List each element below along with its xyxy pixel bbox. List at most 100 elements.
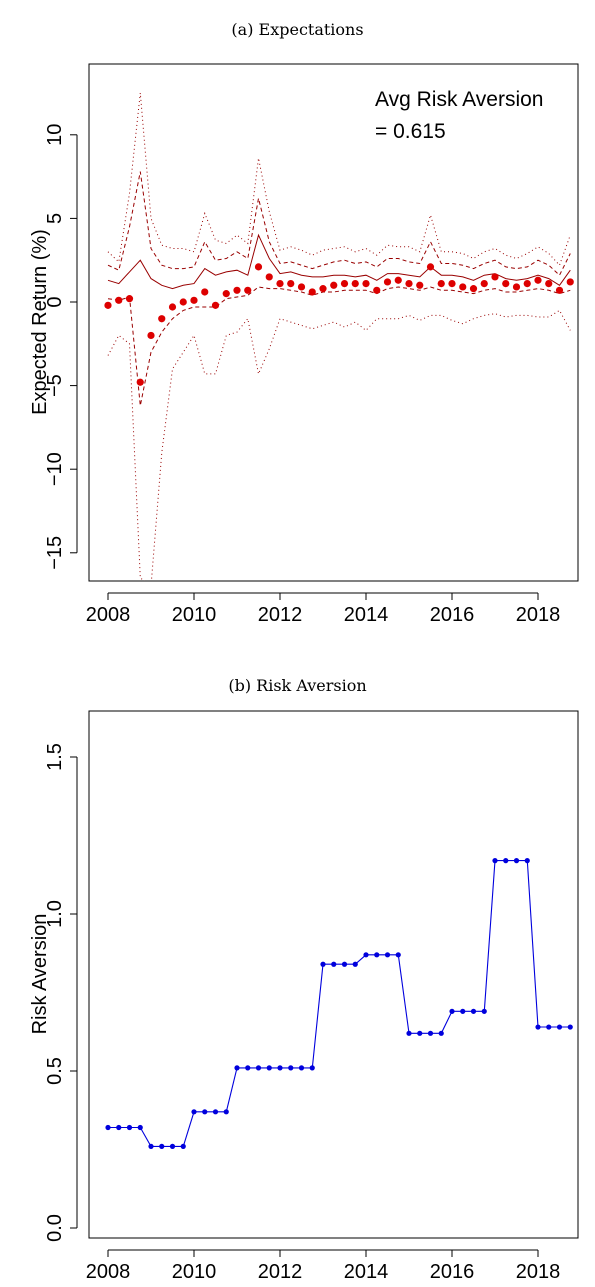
data-point: [460, 1008, 466, 1014]
data-point: [470, 1008, 477, 1014]
y-tick-label: 0.5: [44, 1057, 66, 1085]
data-point: [351, 280, 359, 288]
data-point: [308, 288, 316, 296]
x-tick-label: 2010: [172, 604, 217, 626]
plot-frame: [88, 63, 579, 582]
y-tick-label: −5: [44, 374, 66, 397]
risk-aversion-line: [108, 860, 571, 1147]
data-point: [383, 278, 392, 286]
data-point: [136, 378, 144, 386]
data-point: [147, 331, 155, 340]
data-point: [137, 1124, 143, 1131]
data-point: [126, 1124, 133, 1131]
data-point: [234, 1065, 240, 1071]
data-point: [417, 1030, 423, 1036]
data-point: [546, 1024, 552, 1030]
data-point: [169, 1143, 176, 1149]
data-point: [523, 280, 531, 288]
x-tick-label: 2012: [258, 1261, 303, 1283]
data-point: [115, 296, 123, 304]
data-point: [406, 1030, 412, 1036]
data-point: [265, 273, 273, 281]
data-point: [298, 1065, 305, 1071]
y-tick-label: 0: [44, 296, 66, 307]
data-point: [534, 276, 542, 284]
data-point: [201, 288, 209, 296]
data-point: [503, 858, 509, 864]
x-tick-label: 2010: [172, 1261, 217, 1283]
data-point: [190, 296, 198, 304]
data-point: [320, 961, 326, 967]
y-tick-label: −10: [44, 452, 66, 486]
data-point: [233, 286, 241, 294]
series-line-dotted: [107, 92, 571, 267]
data-point: [245, 1065, 251, 1071]
data-point: [277, 1065, 283, 1071]
data-point: [297, 283, 306, 291]
series-layer: [105, 858, 573, 1149]
data-point: [555, 286, 564, 294]
data-point: [180, 1143, 186, 1149]
annotation-line-2: = 0.615: [375, 120, 446, 143]
data-point: [492, 858, 498, 864]
data-point: [449, 1008, 455, 1014]
data-point: [362, 280, 370, 288]
data-point: [438, 1030, 444, 1036]
data-point: [459, 283, 467, 291]
y-tick-label: 10: [44, 124, 66, 146]
data-point: [191, 1109, 197, 1115]
data-point: [567, 1024, 573, 1030]
data-point: [405, 280, 413, 288]
data-point: [545, 280, 553, 288]
data-point: [105, 1124, 111, 1131]
data-point: [331, 961, 337, 967]
y-axis: −15 −10 −5 0 5 10: [44, 124, 78, 570]
panel-a-title: (a) Expectations: [231, 20, 364, 39]
data-point: [481, 1008, 487, 1014]
data-point: [104, 301, 112, 309]
data-point: [535, 1024, 541, 1030]
y-tick-label: 5: [44, 213, 66, 224]
y-axis-title: Expected Return (%): [29, 229, 51, 415]
data-point: [222, 290, 230, 298]
data-point: [352, 961, 358, 967]
data-point: [374, 952, 380, 958]
data-point: [395, 952, 401, 958]
x-tick-label: 2008: [86, 1261, 131, 1283]
data-point: [319, 285, 327, 293]
data-point: [556, 1024, 563, 1030]
data-point: [469, 285, 478, 293]
data-point: [566, 278, 574, 286]
data-point: [340, 280, 349, 288]
expectations-chart: 2008 2010 2012 2014 2016 2018 −15 −10 −5 0 5 10 Ex…: [29, 63, 579, 626]
x-tick-label: 2014: [344, 1261, 389, 1283]
data-point: [512, 283, 521, 291]
data-point: [244, 286, 252, 294]
data-point: [287, 280, 295, 288]
data-point: [211, 301, 220, 309]
x-axis: 2008 2010 2012 2014 2016 2018: [86, 592, 560, 626]
y-tick-label: 1.0: [44, 900, 66, 928]
x-tick-label: 2018: [516, 1261, 561, 1283]
data-point: [266, 1065, 272, 1071]
data-point: [341, 961, 348, 967]
x-tick-label: 2008: [86, 604, 131, 626]
data-point: [363, 952, 369, 958]
y-tick-label: 0.0: [44, 1214, 66, 1242]
data-point: [502, 280, 510, 288]
data-point: [148, 1143, 154, 1149]
data-point: [426, 263, 435, 271]
data-point: [116, 1124, 122, 1131]
y-axis: 0.0 0.5 1.0 1.5: [44, 743, 78, 1242]
panel-b-title: (b) Risk Aversion: [228, 676, 367, 695]
data-point: [125, 295, 134, 303]
data-point: [212, 1109, 219, 1115]
data-point: [254, 263, 263, 271]
series-line-dashed: [107, 171, 571, 277]
data-point: [309, 1065, 315, 1071]
y-axis-title: Risk Aversion: [29, 914, 51, 1035]
data-point: [330, 281, 338, 289]
data-point: [448, 280, 456, 288]
x-tick-label: 2012: [258, 604, 303, 626]
